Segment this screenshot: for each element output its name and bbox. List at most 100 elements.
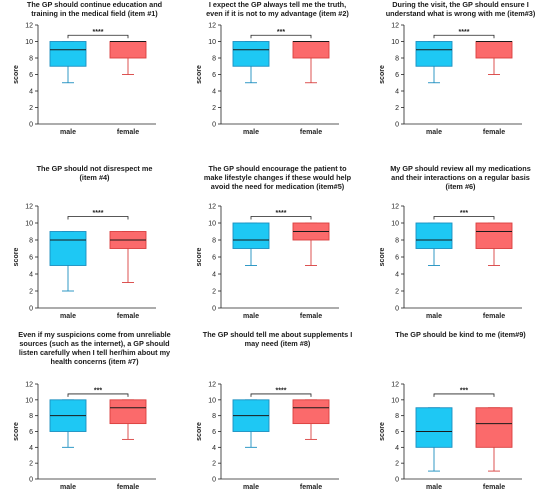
x-tick-label: female: [483, 313, 505, 320]
x-tick-label: female: [300, 484, 322, 491]
y-tick-label: 6: [212, 429, 216, 436]
female-box: [475, 222, 513, 266]
significance-bracket: [67, 34, 129, 39]
y-tick-label: 4: [29, 445, 33, 452]
significance-label: ***: [277, 29, 285, 36]
x-tick-label: female: [300, 129, 322, 136]
y-tick-label: 6: [29, 255, 33, 262]
chart-panel: The GP should tell me about supplements …: [183, 330, 366, 494]
y-axis-label: score: [379, 65, 386, 84]
female-box: [109, 399, 147, 440]
significance-bracket: [250, 216, 312, 220]
significance-label: ****: [276, 387, 287, 394]
y-tick-label: 2: [212, 289, 216, 296]
female-box: [109, 231, 147, 283]
significance-bracket: [67, 216, 129, 220]
y-tick-label: 4: [212, 445, 216, 452]
y-tick-label: 10: [391, 221, 399, 228]
chart-panel: The GP should encourage the patient to m…: [183, 164, 366, 328]
iqr-box: [232, 41, 270, 67]
iqr-box: [232, 222, 270, 249]
chart-title: The GP should be kind to me (item#9): [395, 330, 526, 339]
significance-bracket: [250, 393, 312, 397]
iqr-box: [415, 407, 453, 448]
female-box: [292, 41, 330, 84]
y-tick-label: 10: [208, 397, 216, 404]
y-tick-label: 6: [395, 429, 399, 436]
y-tick-label: 10: [25, 39, 33, 46]
y-tick-label: 4: [212, 89, 216, 96]
significance-label: ***: [94, 387, 102, 394]
chart-plot: 0 2 4 6 8 10 12 score male female ***: [13, 382, 156, 491]
chart-plot: 0 2 4 6 8 10 12 score male female ****: [196, 382, 339, 491]
y-axis-label: score: [13, 248, 20, 267]
y-tick-label: 8: [395, 56, 399, 63]
y-tick-label: 10: [25, 397, 33, 404]
chart-panel: Even if my suspicions come from unreliab…: [0, 330, 183, 494]
y-tick-label: 8: [395, 238, 399, 245]
y-tick-label: 4: [212, 272, 216, 279]
y-tick-label: 2: [212, 461, 216, 468]
x-tick-label: male: [60, 129, 76, 136]
female-box: [109, 41, 147, 75]
y-tick-label: 2: [212, 105, 216, 112]
y-tick-label: 10: [25, 221, 33, 228]
y-axis-label: score: [13, 65, 20, 84]
y-axis-label: score: [379, 248, 386, 267]
x-tick-label: female: [483, 484, 505, 491]
x-tick-label: female: [117, 313, 139, 320]
x-tick-label: female: [117, 129, 139, 136]
significance-label: ****: [93, 29, 104, 36]
iqr-box: [415, 41, 453, 67]
y-tick-label: 0: [395, 306, 399, 313]
y-tick-label: 2: [395, 461, 399, 468]
y-tick-label: 0: [212, 122, 216, 129]
female-box: [292, 399, 330, 440]
significance-label: ****: [93, 210, 104, 217]
chart-plot: 0 2 4 6 8 10 12 score male female ****: [196, 204, 339, 320]
y-tick-label: 2: [29, 105, 33, 112]
x-tick-label: female: [117, 484, 139, 491]
y-tick-label: 0: [29, 477, 33, 484]
y-tick-label: 4: [395, 445, 399, 452]
y-tick-label: 0: [395, 122, 399, 129]
x-tick-label: male: [426, 313, 442, 320]
chart-title: My GP should review all my medications a…: [390, 164, 531, 191]
y-tick-label: 12: [391, 204, 399, 211]
male-box: [415, 41, 453, 84]
significance-bracket: [433, 393, 495, 397]
iqr-box: [109, 399, 147, 425]
x-tick-label: male: [243, 484, 259, 491]
y-tick-label: 10: [391, 39, 399, 46]
chart-plot: 0 2 4 6 8 10 12 score male female ****: [379, 23, 522, 136]
y-tick-label: 6: [29, 72, 33, 79]
chart-panel: During the visit, the GP should ensure I…: [366, 0, 549, 164]
chart-title: The GP should not disrespect me (item #4…: [36, 164, 153, 182]
y-tick-label: 12: [25, 204, 33, 211]
x-tick-label: female: [300, 313, 322, 320]
y-tick-label: 6: [212, 72, 216, 79]
y-tick-label: 2: [395, 289, 399, 296]
x-tick-label: male: [60, 313, 76, 320]
y-tick-label: 12: [25, 23, 33, 30]
y-tick-label: 12: [208, 204, 216, 211]
chart-title: The GP should tell me about supplements …: [202, 330, 353, 348]
chart-panel: The GP should not disrespect me (item #4…: [0, 164, 183, 328]
iqr-box: [49, 231, 87, 266]
male-box: [232, 41, 270, 84]
significance-bracket: [250, 34, 312, 39]
chart-plot: 0 2 4 6 8 10 12 score male female ***: [196, 23, 339, 136]
x-tick-label: male: [426, 484, 442, 491]
y-axis-label: score: [13, 422, 20, 441]
x-tick-label: female: [483, 129, 505, 136]
chart-panel: The GP should be kind to me (item#9) 0 2 4 6…: [366, 330, 549, 494]
female-box: [292, 222, 330, 266]
female-box: [475, 407, 513, 472]
y-tick-label: 2: [29, 461, 33, 468]
male-box: [49, 41, 87, 84]
male-box: [415, 407, 453, 472]
y-tick-label: 12: [391, 23, 399, 30]
iqr-box: [475, 222, 513, 249]
y-tick-label: 8: [395, 413, 399, 420]
